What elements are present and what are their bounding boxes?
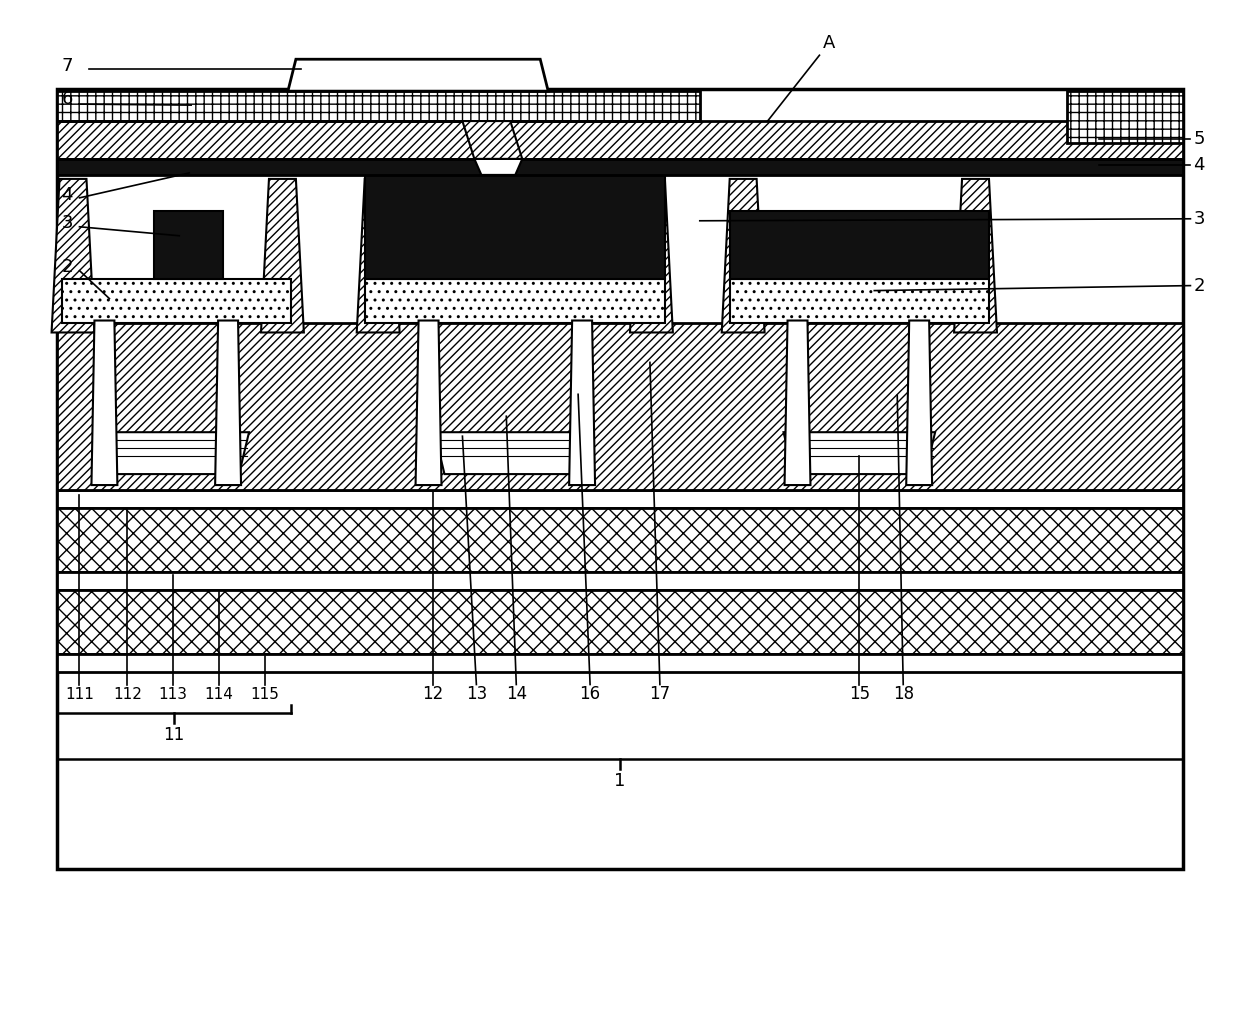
FancyBboxPatch shape: [57, 91, 699, 122]
FancyBboxPatch shape: [57, 653, 1183, 672]
Polygon shape: [434, 433, 587, 474]
Polygon shape: [92, 320, 118, 485]
Text: 14: 14: [506, 686, 527, 703]
FancyBboxPatch shape: [57, 322, 1183, 490]
Polygon shape: [630, 179, 673, 332]
Text: 16: 16: [579, 686, 600, 703]
Polygon shape: [906, 320, 932, 485]
FancyBboxPatch shape: [57, 571, 1183, 590]
Text: 18: 18: [893, 686, 914, 703]
FancyBboxPatch shape: [729, 211, 990, 279]
Text: 3: 3: [62, 214, 73, 232]
Polygon shape: [784, 433, 935, 474]
Text: 114: 114: [205, 687, 233, 702]
Text: 4: 4: [62, 185, 73, 204]
Polygon shape: [288, 59, 548, 91]
FancyBboxPatch shape: [154, 211, 223, 279]
Text: 115: 115: [250, 687, 279, 702]
Text: 11: 11: [164, 726, 185, 745]
Polygon shape: [415, 320, 441, 485]
Polygon shape: [463, 122, 522, 159]
Polygon shape: [475, 159, 522, 175]
FancyBboxPatch shape: [1066, 91, 1183, 143]
FancyBboxPatch shape: [57, 122, 1183, 159]
Text: 2: 2: [62, 257, 73, 276]
Text: 4: 4: [1193, 156, 1205, 174]
FancyBboxPatch shape: [365, 279, 665, 322]
FancyBboxPatch shape: [729, 279, 990, 322]
Text: 2: 2: [1193, 277, 1205, 295]
Polygon shape: [954, 179, 997, 332]
Text: 12: 12: [422, 686, 443, 703]
Text: 3: 3: [1193, 210, 1205, 228]
FancyBboxPatch shape: [365, 175, 665, 279]
FancyBboxPatch shape: [57, 159, 1183, 175]
FancyBboxPatch shape: [62, 279, 291, 322]
FancyBboxPatch shape: [57, 490, 1183, 508]
Text: 13: 13: [466, 686, 487, 703]
Text: 113: 113: [159, 687, 187, 702]
Text: 7: 7: [62, 57, 73, 75]
Text: 1: 1: [614, 772, 626, 790]
Polygon shape: [260, 179, 304, 332]
Polygon shape: [52, 179, 94, 332]
Text: 17: 17: [650, 686, 671, 703]
FancyBboxPatch shape: [57, 508, 1183, 571]
Text: 111: 111: [64, 687, 94, 702]
FancyBboxPatch shape: [57, 590, 1183, 653]
Text: 15: 15: [848, 686, 870, 703]
Text: 112: 112: [113, 687, 141, 702]
Polygon shape: [215, 320, 241, 485]
Polygon shape: [722, 179, 765, 332]
Text: A: A: [823, 34, 836, 53]
Polygon shape: [98, 433, 249, 474]
Polygon shape: [785, 320, 811, 485]
Polygon shape: [569, 320, 595, 485]
Text: 6: 6: [62, 90, 73, 108]
Text: 5: 5: [1193, 130, 1205, 148]
Polygon shape: [357, 179, 399, 332]
